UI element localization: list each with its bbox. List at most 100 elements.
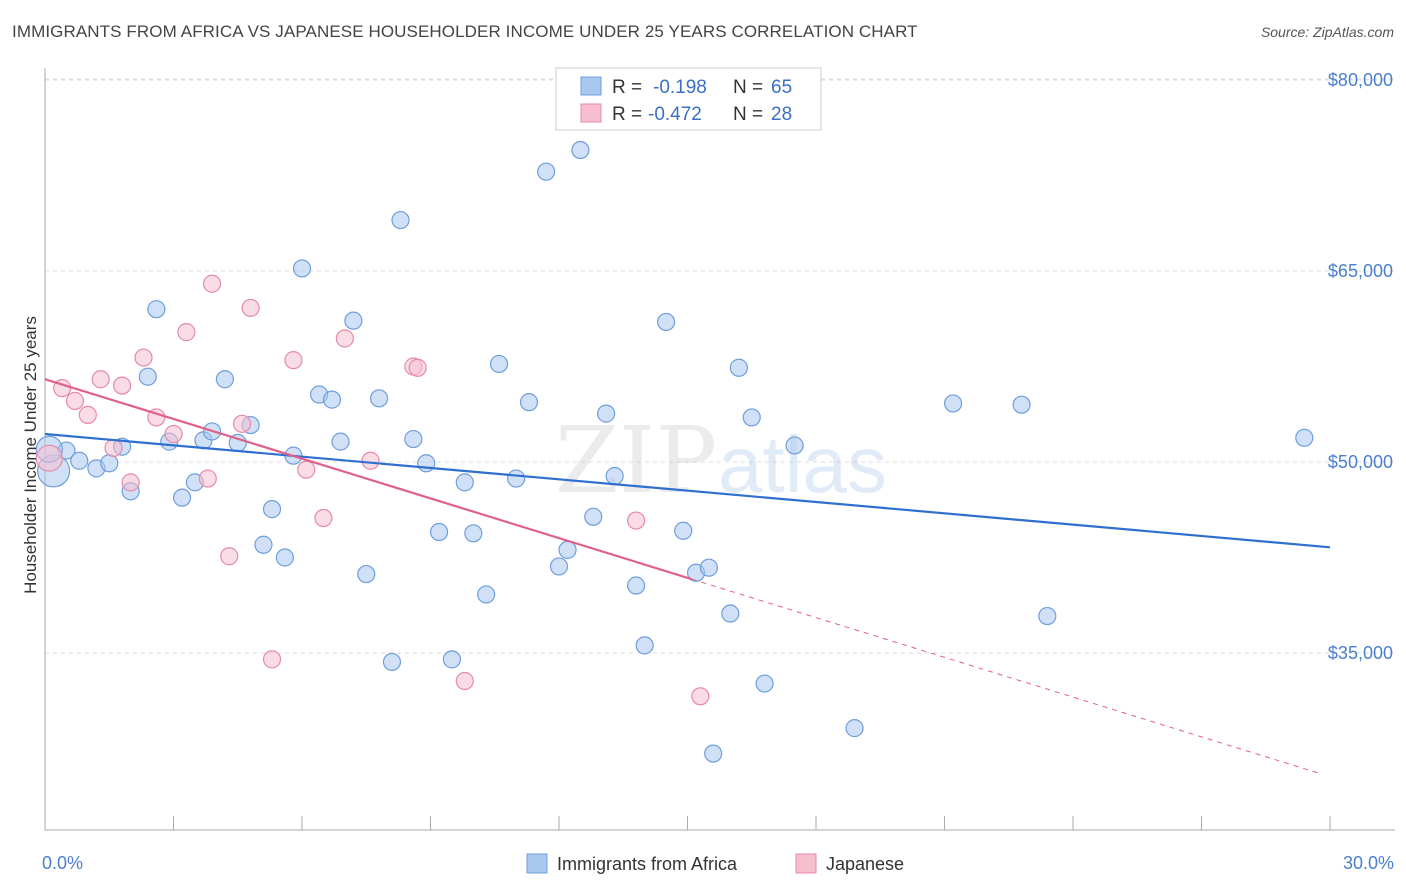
japanese-point bbox=[202, 274, 222, 293]
africa-point bbox=[489, 354, 509, 374]
watermark: ZIP atlas bbox=[555, 407, 887, 514]
africa-point bbox=[845, 719, 864, 738]
africa-point bbox=[477, 585, 496, 604]
africa-point bbox=[785, 436, 804, 455]
japanese-point bbox=[408, 358, 427, 377]
watermark-zip: ZIP bbox=[555, 407, 717, 514]
y-tick-label-1: $50,000 bbox=[1328, 452, 1393, 472]
y-axis-label: Householder Income Under 25 years bbox=[21, 316, 40, 594]
africa-point bbox=[100, 454, 119, 473]
africa-point bbox=[275, 548, 294, 567]
africa-point bbox=[404, 429, 423, 449]
series-japanese-points bbox=[35, 274, 710, 706]
correlation-legend: R = -0.198 N = 65 R = -0.472 N = 28 bbox=[555, 67, 822, 131]
trend-lines bbox=[44, 378, 1331, 775]
legend-n-value-2: 28 bbox=[771, 104, 792, 125]
legend-swatch-japanese bbox=[580, 103, 602, 123]
x-tick-label-1: 30.0% bbox=[1343, 853, 1394, 873]
japanese-point bbox=[164, 424, 183, 444]
africa-point bbox=[262, 500, 282, 519]
africa-point bbox=[729, 358, 749, 377]
japanese-point bbox=[91, 370, 110, 389]
africa-point bbox=[626, 576, 646, 595]
japanese-point bbox=[78, 405, 97, 424]
bottom-legend-japanese: Japanese bbox=[826, 854, 904, 874]
africa-point bbox=[322, 390, 342, 409]
africa-point bbox=[558, 540, 577, 559]
japanese-point bbox=[241, 298, 260, 318]
africa-trend-line bbox=[44, 432, 1331, 549]
legend-r-value-1: -0.198 bbox=[653, 77, 707, 98]
japanese-point bbox=[134, 348, 153, 367]
japanese-point bbox=[361, 451, 380, 470]
japanese-point bbox=[232, 414, 252, 433]
africa-point bbox=[455, 473, 474, 492]
africa-point bbox=[597, 404, 616, 423]
bottom-legend-swatch-japanese bbox=[795, 853, 817, 874]
x-tick-label-0: 0.0% bbox=[42, 853, 83, 873]
africa-point bbox=[584, 507, 603, 526]
africa-point bbox=[138, 367, 157, 386]
series-legend: Immigrants from Africa Japanese bbox=[526, 853, 904, 874]
africa-point bbox=[605, 466, 624, 486]
japanese-point bbox=[220, 547, 239, 566]
africa-point bbox=[370, 389, 389, 408]
source-credit: Source: ZipAtlas.com bbox=[1260, 24, 1394, 40]
africa-point bbox=[699, 558, 719, 577]
japanese-point bbox=[198, 469, 217, 488]
africa-point bbox=[674, 521, 693, 540]
africa-point bbox=[1038, 606, 1057, 626]
y-tick-label-3: $80,000 bbox=[1328, 70, 1393, 90]
y-tick-label-0: $35,000 bbox=[1328, 643, 1393, 663]
africa-point bbox=[147, 300, 166, 319]
africa-point bbox=[656, 312, 676, 332]
legend-r-label-1: R = bbox=[612, 77, 642, 98]
japanese-point bbox=[297, 460, 316, 479]
africa-point bbox=[704, 744, 723, 763]
japanese-point bbox=[284, 351, 303, 370]
africa-point bbox=[571, 140, 590, 160]
japanese-point bbox=[121, 473, 140, 492]
africa-point bbox=[549, 557, 569, 576]
japanese-trend-line bbox=[44, 378, 693, 581]
japanese-point bbox=[455, 671, 474, 691]
africa-point bbox=[721, 604, 740, 623]
legend-n-label-2: N = bbox=[733, 104, 763, 125]
africa-point bbox=[537, 162, 556, 181]
japanese-trend-extension bbox=[691, 578, 1322, 775]
japanese-point bbox=[335, 329, 354, 348]
watermark-atlas: atlas bbox=[718, 420, 887, 509]
africa-point bbox=[464, 524, 483, 543]
africa-point bbox=[357, 564, 376, 584]
legend-n-label-1: N = bbox=[733, 77, 763, 98]
africa-point bbox=[742, 408, 761, 427]
africa-point bbox=[507, 469, 526, 488]
y-tick-label-2: $65,000 bbox=[1328, 261, 1393, 281]
legend-swatch-africa bbox=[580, 76, 602, 96]
japanese-point bbox=[104, 438, 123, 458]
chart-title: IMMIGRANTS FROM AFRICA VS JAPANESE HOUSE… bbox=[12, 22, 918, 41]
japanese-point bbox=[112, 376, 132, 395]
africa-point bbox=[1012, 395, 1031, 414]
legend-r-label-2: R = bbox=[612, 104, 642, 125]
bottom-legend-swatch-africa bbox=[526, 853, 548, 874]
africa-point bbox=[382, 652, 402, 672]
grid-lines bbox=[45, 78, 1395, 654]
africa-point bbox=[70, 451, 89, 470]
japanese-point bbox=[35, 444, 63, 472]
japanese-point bbox=[626, 511, 646, 530]
africa-point bbox=[215, 370, 234, 389]
africa-point bbox=[519, 393, 539, 412]
africa-point bbox=[172, 488, 192, 507]
japanese-point bbox=[65, 391, 85, 410]
africa-point bbox=[344, 311, 363, 330]
africa-point bbox=[442, 650, 462, 669]
africa-point bbox=[943, 394, 963, 413]
japanese-point bbox=[262, 650, 282, 669]
japanese-point bbox=[177, 323, 196, 342]
africa-point bbox=[1295, 428, 1314, 447]
legend-r-value-2: -0.472 bbox=[648, 104, 702, 125]
japanese-point bbox=[691, 687, 710, 706]
japanese-point bbox=[314, 508, 333, 528]
